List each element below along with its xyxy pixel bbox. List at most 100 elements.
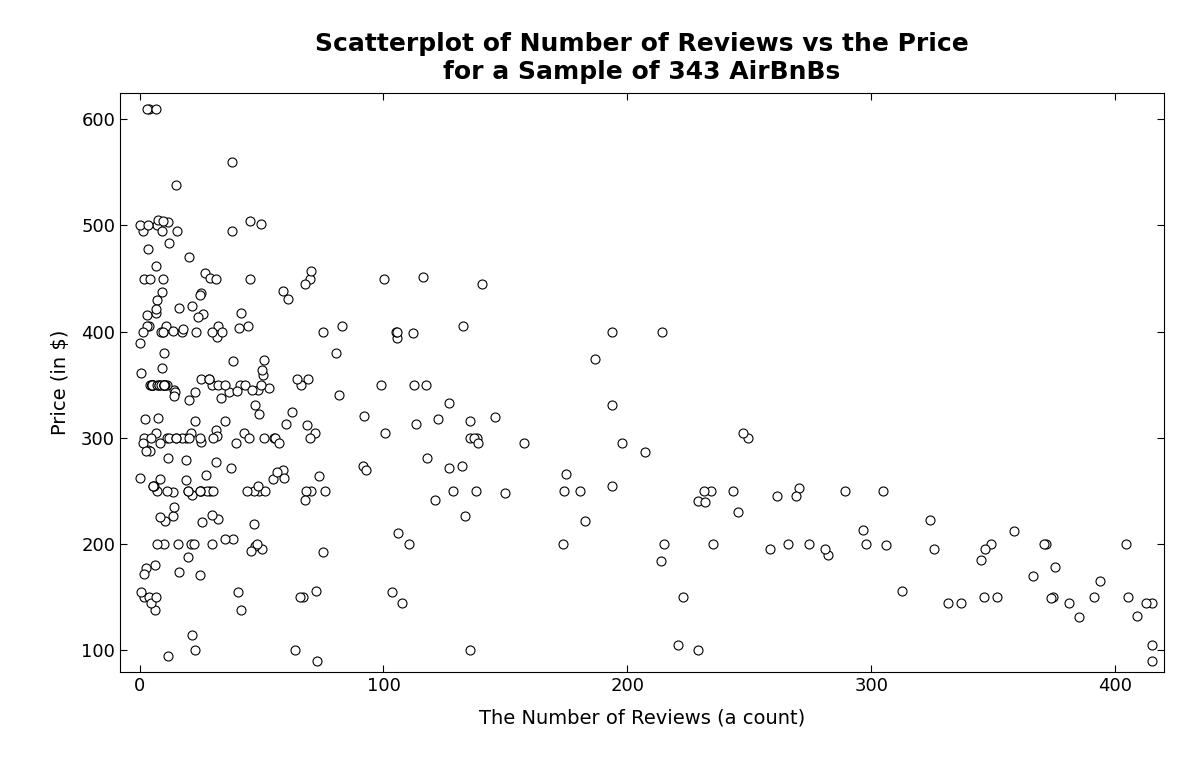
Point [142,378,161,391]
Point [728,506,748,518]
Point [400,538,419,550]
Point [235,378,254,391]
Point [301,265,320,277]
Point [703,538,722,550]
Point [974,591,994,604]
Point [160,237,179,249]
Point [739,432,758,444]
Point [247,538,266,550]
Point [154,273,173,285]
Point [150,511,169,523]
Point [332,320,352,333]
Point [156,320,175,333]
Point [215,533,234,545]
Point [467,432,486,444]
Point [314,326,334,338]
Point [203,509,222,521]
Point [148,412,167,425]
Point [200,485,220,497]
Point [188,310,208,323]
Point [259,382,278,394]
Point [185,644,204,656]
Point [274,285,293,297]
Point [688,495,707,507]
Point [924,543,943,556]
Point [151,326,170,338]
Point [191,287,210,300]
Point [176,473,196,486]
Point [300,273,319,285]
Point [403,327,422,340]
Point [131,367,150,379]
Point [245,540,264,552]
Point [137,445,156,458]
Point [1116,538,1135,550]
Point [276,418,295,431]
Point [203,378,222,391]
Point [154,326,173,338]
Point [1037,538,1056,550]
Point [388,332,407,344]
Point [140,445,160,457]
Point [179,551,198,564]
Point [296,493,316,506]
Point [146,378,166,391]
Point [169,301,188,313]
Point [146,307,166,320]
Point [131,472,150,484]
Point [920,514,940,527]
Point [173,432,192,444]
Point [155,378,174,391]
Point [971,554,990,567]
Point [181,426,200,438]
Point [138,242,157,255]
Point [146,103,166,115]
Point [246,399,265,411]
Point [767,490,786,503]
Point [835,485,854,497]
Point [220,386,239,398]
Point [701,485,720,497]
Point [652,326,671,338]
Point [191,432,210,444]
Point [134,432,154,444]
Point [383,586,402,598]
Point [1127,610,1146,622]
Point [198,485,217,497]
Point [294,591,313,604]
Point [874,485,893,497]
Point [146,260,166,273]
Point [392,597,412,609]
Point [1060,597,1079,609]
Point [388,326,407,338]
Point [1045,560,1064,573]
Point [191,374,210,386]
Point [223,533,242,545]
Point [150,378,169,391]
Point [144,479,163,492]
Point [134,273,154,285]
Point [191,435,210,448]
Point [203,326,222,338]
Point [158,215,178,228]
Point [193,307,212,320]
Point [157,485,176,497]
Point [376,426,395,438]
Point [976,543,995,555]
Point [1136,597,1156,609]
Point [355,410,374,422]
Point [496,487,515,499]
Point [586,353,605,365]
Point [301,485,320,497]
Point [156,322,175,334]
Point [146,303,166,316]
Point [313,546,332,558]
Point [150,378,169,391]
Point [256,485,275,497]
Point [142,378,161,391]
Point [252,364,271,376]
Point [416,378,436,391]
Point [613,437,632,449]
Point [787,490,806,503]
Point [1142,655,1162,667]
